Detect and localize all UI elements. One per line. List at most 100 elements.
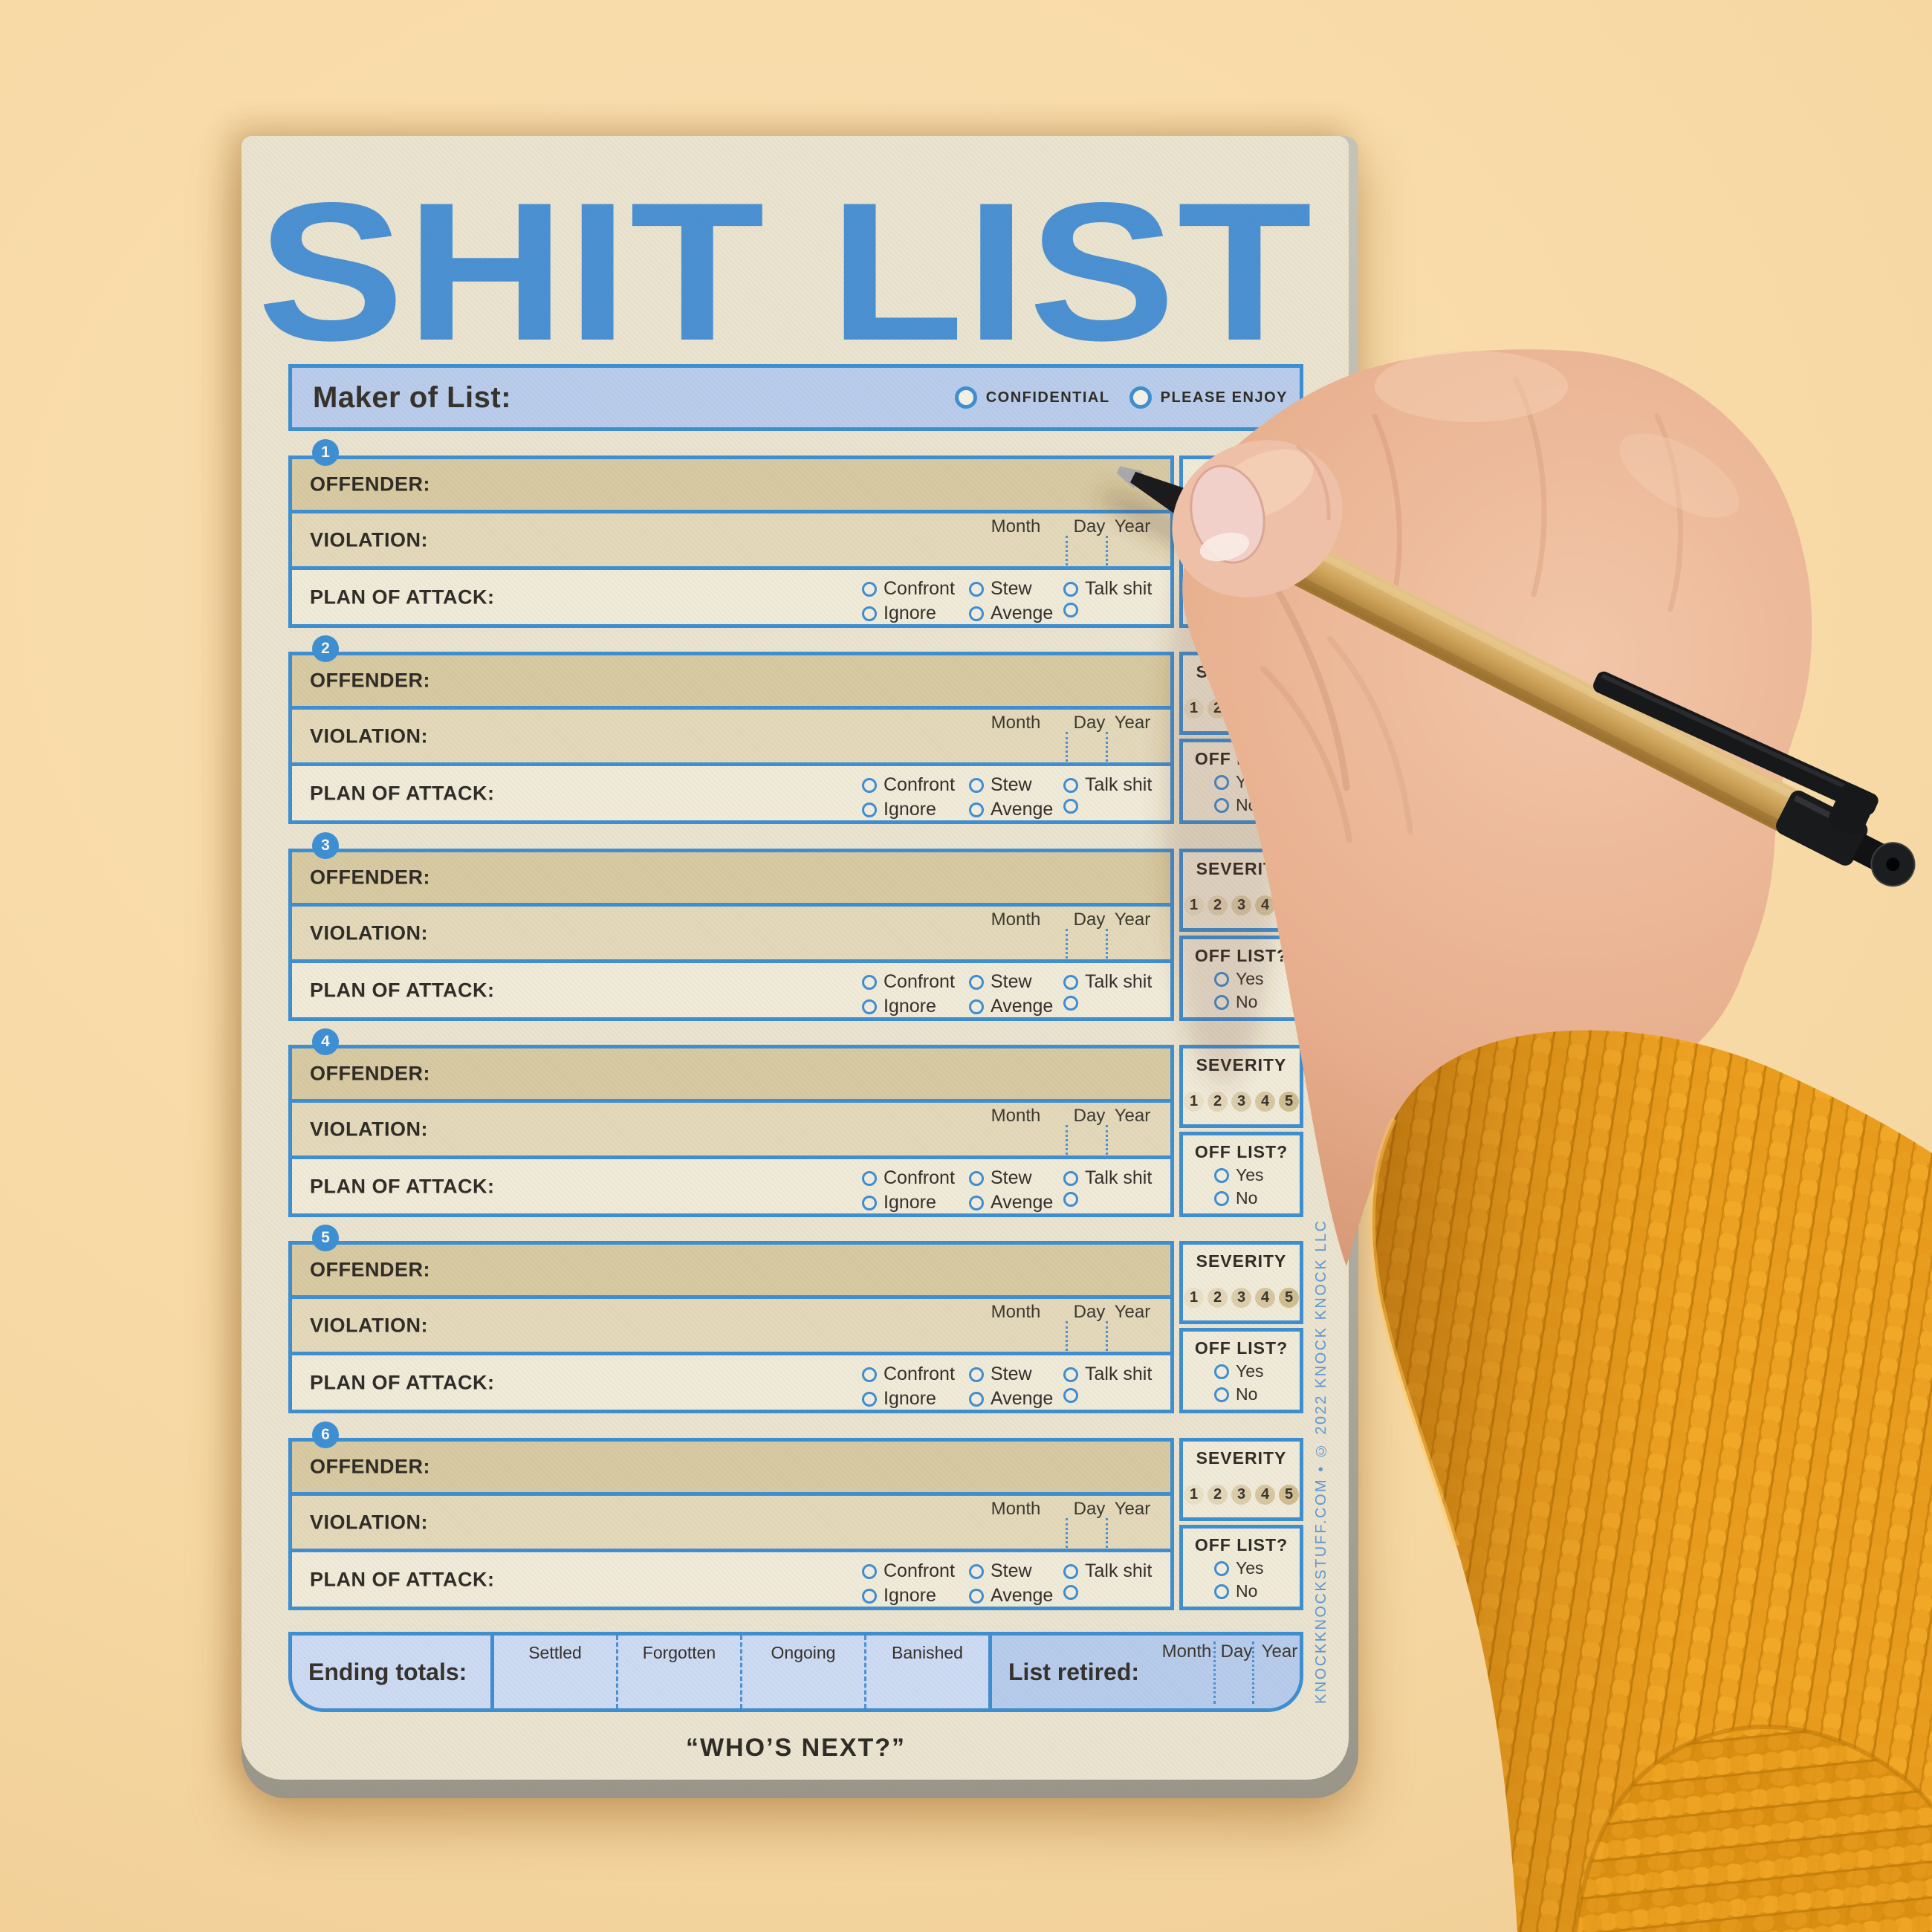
avenge-radio[interactable] [969, 999, 984, 1014]
severity-4[interactable]: 4 [1255, 1288, 1275, 1308]
severity-5[interactable]: 5 [1279, 1092, 1299, 1112]
other-plan-radio[interactable] [1063, 1192, 1078, 1207]
off-list-no-radio[interactable] [1214, 797, 1229, 813]
stew-radio[interactable] [969, 777, 984, 793]
severity-2[interactable]: 2 [1208, 502, 1228, 522]
offender-field[interactable] [485, 1245, 1170, 1295]
severity-1[interactable]: 1 [1184, 698, 1204, 719]
off-list-no-radio[interactable] [1214, 1583, 1229, 1599]
offender-field[interactable] [485, 655, 1170, 706]
violation-label: VIOLATION: [310, 528, 428, 551]
banished-cell[interactable]: Banished [864, 1636, 988, 1708]
forgotten-cell[interactable]: Forgotten [616, 1636, 740, 1708]
severity-2[interactable]: 2 [1208, 698, 1228, 719]
severity-2[interactable]: 2 [1208, 1288, 1228, 1308]
stew-radio[interactable] [969, 1563, 984, 1579]
talk-shit-radio[interactable] [1063, 1367, 1078, 1382]
severity-4[interactable]: 4 [1255, 1485, 1275, 1505]
other-plan-radio[interactable] [1063, 1388, 1078, 1403]
avenge-radio[interactable] [969, 1588, 984, 1604]
off-list-yes-radio[interactable] [1214, 1167, 1229, 1183]
severity-3[interactable]: 3 [1231, 698, 1251, 719]
other-plan-radio[interactable] [1063, 996, 1078, 1011]
off-list-yes-radio[interactable] [1214, 578, 1229, 594]
severity-1[interactable]: 1 [1184, 502, 1204, 522]
stew-radio[interactable] [969, 974, 984, 990]
severity-4[interactable]: 4 [1255, 895, 1275, 915]
talk-shit-radio[interactable] [1063, 1170, 1078, 1186]
avenge-radio[interactable] [969, 606, 984, 621]
severity-5[interactable]: 5 [1279, 1288, 1299, 1308]
settled-cell[interactable]: Settled [528, 1643, 582, 1662]
avenge-radio[interactable] [969, 802, 984, 817]
ignore-radio[interactable] [862, 1588, 877, 1604]
talk-shit-radio[interactable] [1063, 581, 1078, 597]
other-plan-radio[interactable] [1063, 799, 1078, 814]
ignore-radio[interactable] [862, 1195, 877, 1210]
severity-3[interactable]: 3 [1231, 502, 1251, 522]
severity-4[interactable]: 4 [1255, 698, 1275, 719]
violation-date-field[interactable] [961, 1321, 1167, 1349]
avenge-radio[interactable] [969, 1195, 984, 1210]
off-list-yes-radio[interactable] [1214, 1560, 1229, 1576]
confront-radio[interactable] [862, 974, 877, 990]
severity-3[interactable]: 3 [1231, 1092, 1251, 1112]
violation-date-field[interactable] [961, 732, 1167, 759]
off-list-yes-radio[interactable] [1214, 971, 1229, 987]
date-separator [1066, 1518, 1068, 1548]
severity-2[interactable]: 2 [1208, 895, 1228, 915]
severity-2[interactable]: 2 [1208, 1092, 1228, 1112]
ignore-radio[interactable] [862, 999, 877, 1014]
confront-radio[interactable] [862, 777, 877, 793]
talk-shit-radio[interactable] [1063, 777, 1078, 793]
confront-radio[interactable] [862, 1563, 877, 1579]
offender-field[interactable] [485, 1442, 1170, 1492]
severity-5[interactable]: 5 [1279, 698, 1299, 719]
confront-radio[interactable] [862, 1170, 877, 1186]
other-plan-radio[interactable] [1063, 603, 1078, 617]
ongoing-cell[interactable]: Ongoing [740, 1636, 864, 1708]
severity-3[interactable]: 3 [1231, 1288, 1251, 1308]
avenge-radio[interactable] [969, 1391, 984, 1407]
talk-shit-radio[interactable] [1063, 974, 1078, 990]
stew-radio[interactable] [969, 581, 984, 597]
severity-2[interactable]: 2 [1208, 1485, 1228, 1505]
severity-5[interactable]: 5 [1279, 1485, 1299, 1505]
list-retired-date-field[interactable]: Month Day Year [992, 1636, 1300, 1708]
severity-1[interactable]: 1 [1184, 1092, 1204, 1112]
offender-field[interactable] [485, 459, 1170, 510]
violation-date-field[interactable] [961, 929, 1167, 956]
confidential-radio[interactable] [954, 386, 977, 409]
off-list-no-radio[interactable] [1214, 994, 1229, 1010]
stew-radio[interactable] [969, 1170, 984, 1186]
severity-3[interactable]: 3 [1231, 895, 1251, 915]
offender-field[interactable] [485, 1048, 1170, 1099]
severity-1[interactable]: 1 [1184, 1288, 1204, 1308]
offender-field[interactable] [485, 852, 1170, 903]
off-list-yes-radio[interactable] [1214, 774, 1229, 790]
please-enjoy-radio[interactable] [1129, 386, 1152, 409]
confront-radio[interactable] [862, 581, 877, 597]
severity-4[interactable]: 4 [1255, 1092, 1275, 1112]
severity-3[interactable]: 3 [1231, 1485, 1251, 1505]
violation-date-field[interactable] [961, 1125, 1167, 1153]
confront-radio[interactable] [862, 1367, 877, 1382]
off-list-no-radio[interactable] [1214, 601, 1229, 617]
month-label: Month [991, 516, 1041, 537]
off-list-no-radio[interactable] [1214, 1387, 1229, 1402]
off-list-no-radio[interactable] [1214, 1190, 1229, 1206]
severity-4[interactable]: 4 [1255, 502, 1275, 522]
talk-shit-radio[interactable] [1063, 1563, 1078, 1579]
severity-5[interactable]: 5 [1279, 502, 1299, 522]
ignore-radio[interactable] [862, 606, 877, 621]
severity-1[interactable]: 1 [1184, 895, 1204, 915]
violation-date-field[interactable] [961, 1518, 1167, 1546]
ignore-radio[interactable] [862, 1391, 877, 1407]
off-list-yes-radio[interactable] [1214, 1364, 1229, 1379]
stew-radio[interactable] [969, 1367, 984, 1382]
other-plan-radio[interactable] [1063, 1585, 1078, 1600]
violation-date-field[interactable] [961, 536, 1167, 563]
severity-1[interactable]: 1 [1184, 1485, 1204, 1505]
ignore-radio[interactable] [862, 802, 877, 817]
severity-5[interactable]: 5 [1279, 895, 1299, 915]
